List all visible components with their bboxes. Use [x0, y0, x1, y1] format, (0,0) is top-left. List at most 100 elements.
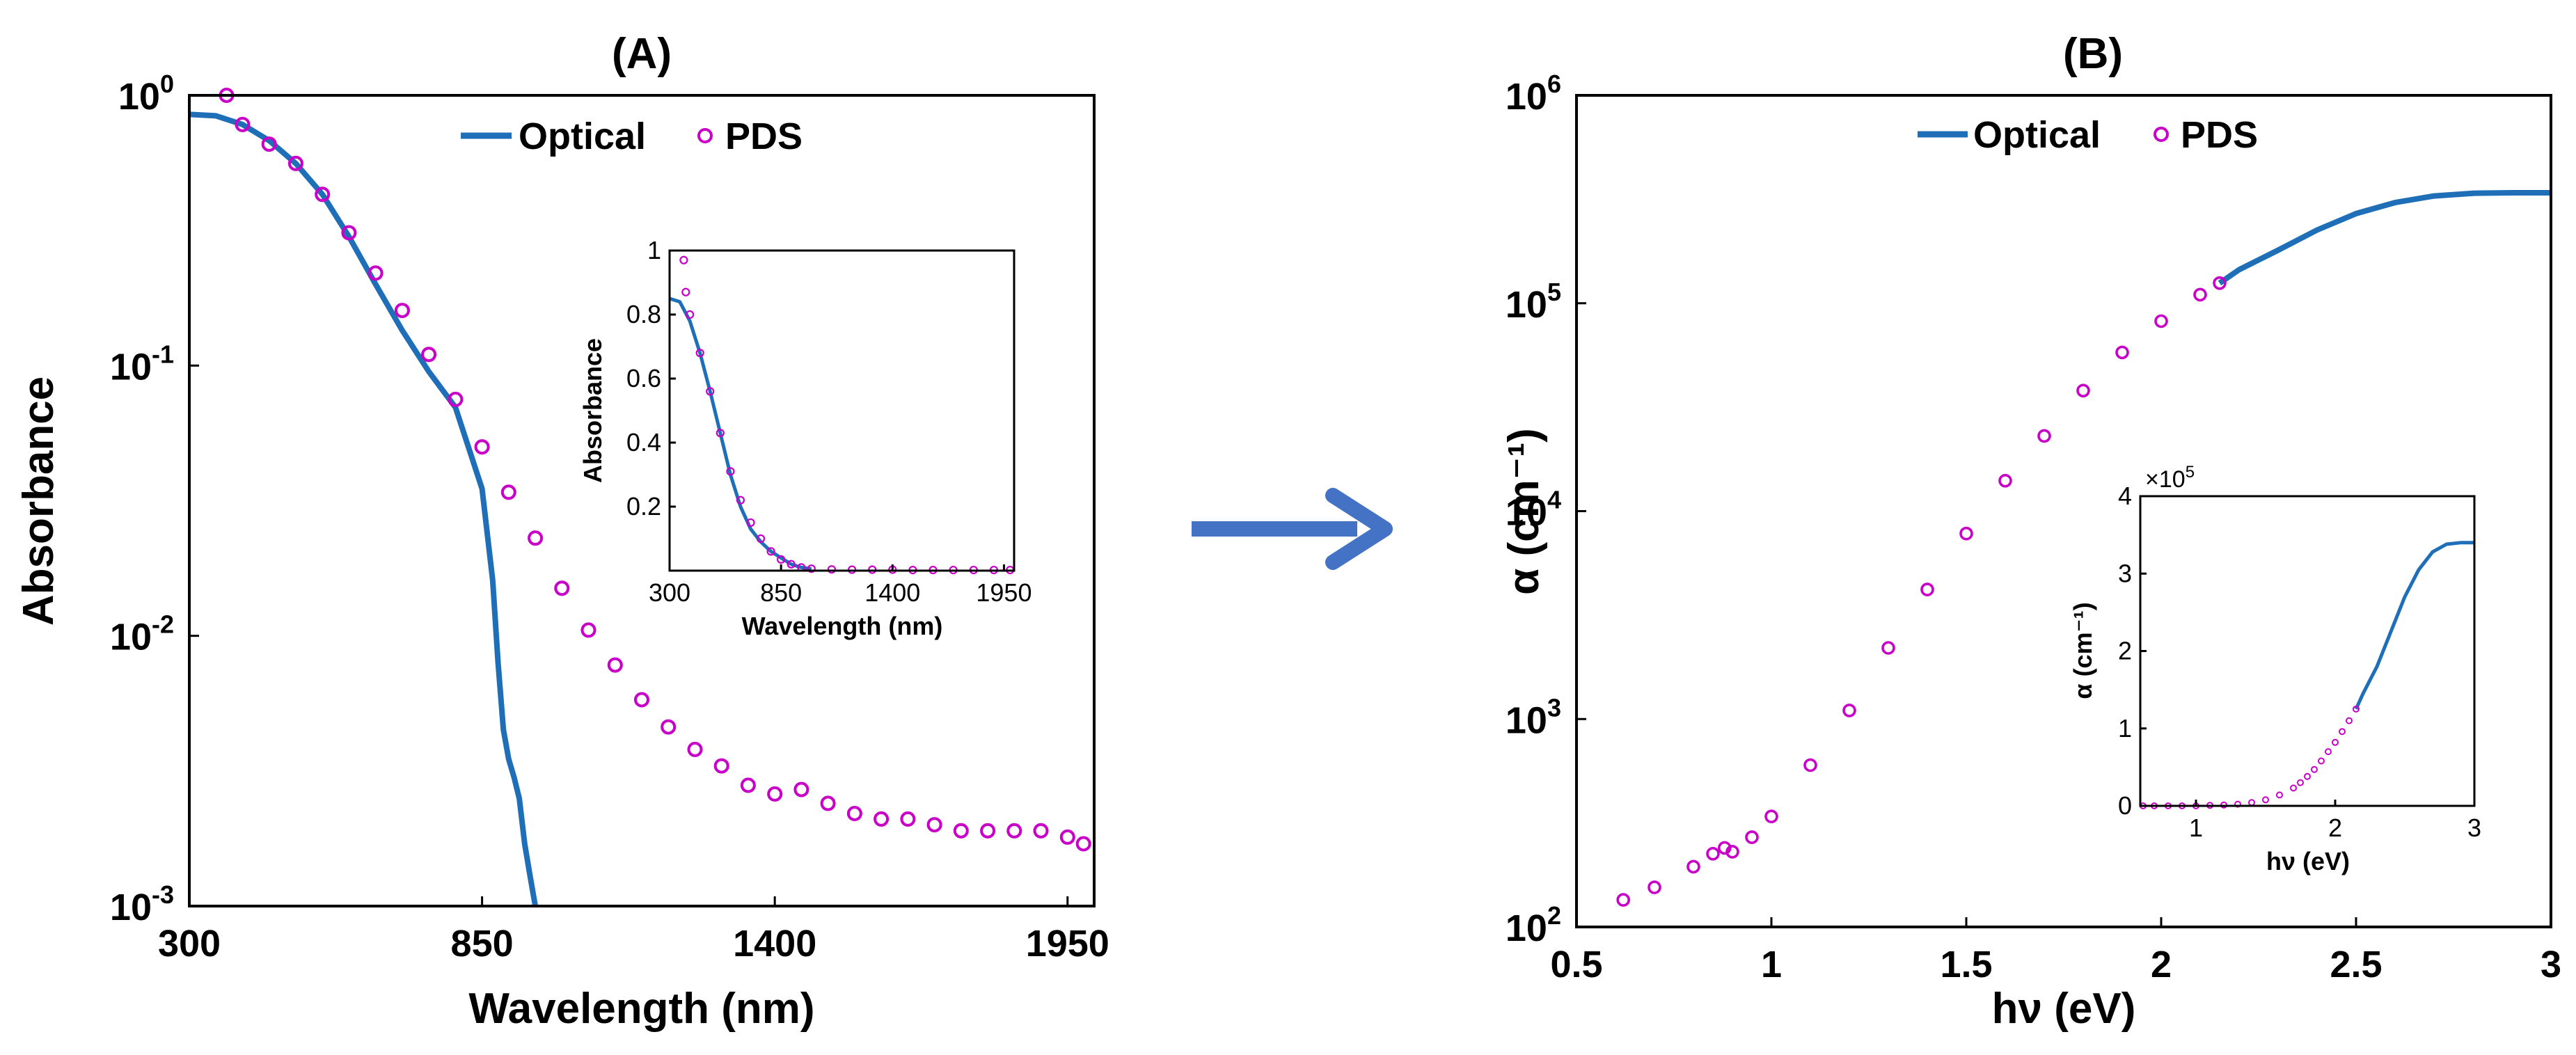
panel-a-inset-x-tick-label: 850: [760, 578, 802, 607]
panel-a-pds-point: [421, 347, 437, 363]
panel-a-inset-y-tick-label: 0.2: [626, 492, 661, 521]
panel-a-y-tick-label: 10-3: [110, 880, 174, 928]
panel-a-legend-pds-marker: [697, 128, 713, 143]
panel-b-inset-pds-point: [2318, 757, 2325, 765]
panel-b-x-tick-label: 2: [2151, 944, 2172, 985]
panel-b-inset-x-tick-label: 1: [2189, 814, 2203, 842]
panel-a-x-axis-label: Wavelength (nm): [468, 985, 814, 1033]
panel-a-inset-y-ticks: 1 0.8 0.6 0.4 0.2: [626, 236, 676, 521]
panel-a-pds-point: [474, 439, 490, 455]
panel-a-pds-point: [554, 580, 570, 596]
panel-b-legend-pds-label: PDS: [2181, 114, 2258, 156]
panel-b-legend-pds-marker: [2154, 127, 2169, 142]
panel-a-inset-pds-point: [706, 387, 715, 396]
panel-b-inset-multiplier-base: ×10: [2145, 466, 2186, 493]
panel-a-inset-y-tick-label: 0.6: [626, 364, 661, 392]
panel-a-pds-point: [394, 303, 410, 319]
panel-a-y-axis-label: Absorbance: [15, 376, 63, 626]
panel-a-inset-pds-point: [807, 564, 816, 573]
transition-arrow: [1192, 488, 1393, 570]
panel-a-x-tick-label: 1950: [1026, 923, 1109, 965]
panel-b-y-ticks: 106 105 104 103 102: [1506, 70, 1586, 949]
panel-b-x-axis-label: hν (eV): [1992, 985, 2136, 1033]
panel-b-pds-point: [1745, 830, 1759, 844]
panel-b-inset-pds-point: [2353, 705, 2360, 713]
panel-b-inset-multiplier: ×105: [2145, 463, 2195, 493]
panel-b-legend-optical-label: Optical: [1973, 114, 2101, 156]
panel-b-pds-point: [1803, 758, 1817, 772]
panel-b-pds-point: [1959, 526, 1973, 541]
panel-b-x-tick-label: 3: [2541, 944, 2561, 985]
panel-a-pds-point: [235, 116, 251, 132]
panel-a-pds-point: [767, 786, 783, 802]
panel-a-inset-pds-point: [766, 547, 775, 556]
panel-b-inset-pds-point: [2304, 772, 2311, 780]
panel-b-inset-background: [2140, 496, 2474, 806]
panel-b-inset-pds-point: [2276, 791, 2283, 799]
panel-a-pds-point: [500, 484, 516, 500]
panel-a-main-plot: (A) 300 850 1400 1950 100 10-1 10-2 10-3 Wavel…: [15, 30, 1109, 1033]
panel-a-inset-pds-point: [685, 310, 695, 319]
panel-a-pds-point: [1033, 823, 1049, 839]
panel-b-inset-y-tick-label: 1: [2118, 714, 2132, 743]
panel-b-pds-point: [1706, 847, 1720, 861]
panel-a-x-tick-label: 850: [451, 923, 514, 965]
panel-b-inset-pds-point: [2262, 796, 2269, 804]
panel-a-title: (A): [612, 30, 672, 78]
panel-a-inset-x-tick-label: 1400: [864, 578, 920, 607]
panel-b-pds-point: [2193, 287, 2207, 302]
panel-a-x-tick-label: 1400: [733, 923, 816, 965]
panel-a-inset-y-axis-label: Absorbance: [578, 338, 607, 483]
panel-a-pds-point: [261, 136, 277, 152]
panel-a-inset-pds-point: [695, 349, 704, 358]
panel-a-inset-x-axis-label: Wavelength (nm): [742, 612, 943, 640]
panel-a-inset-pds-point: [716, 429, 725, 438]
panel-a-pds-point: [713, 758, 729, 774]
panel-a-inset-pds-point: [679, 255, 688, 264]
panel-a-pds-point: [315, 187, 331, 203]
panel-a-inset-pds-point: [787, 560, 796, 569]
panel-b-pds-point: [1998, 473, 2012, 488]
panel-a-pds-point: [820, 795, 836, 811]
panel-b-inset-multiplier-exp: 5: [2186, 463, 2195, 482]
panel-b-pds-point: [1842, 704, 1856, 717]
panel-b-inset-y-axis-label: α (cm⁻¹): [2069, 602, 2097, 699]
panel-a-y-ticks: 100 10-1 10-2 10-3: [110, 70, 199, 928]
panel-b-inset-x-ticks: 1 2 3: [2189, 800, 2481, 842]
panel-a-inset-background: [670, 251, 1014, 571]
panel-a-pds-point: [980, 823, 996, 839]
panel-a-pds-point: [580, 622, 596, 638]
panel-a-pds-point: [874, 811, 890, 827]
panel-b-y-tick-label: 102: [1506, 901, 1561, 949]
panel-a-inset-pds-point: [756, 534, 766, 544]
panel-b-inset-y-ticks: 4 3 2 1 0: [2118, 482, 2147, 820]
panel-a-legend-pds-label: PDS: [725, 116, 803, 157]
panel-b-y-axis-label: α (cm⁻¹): [1500, 428, 1548, 595]
panel-b-inset-x-tick-label: 3: [2467, 814, 2481, 842]
panel-b-x-tick-label: 1.5: [1940, 944, 1992, 985]
panel-b-pds-point: [1725, 845, 1739, 859]
panel-b-pds-point: [2213, 276, 2227, 290]
panel-b-inset-x-axis-label: hν (eV): [2266, 847, 2350, 875]
panel-b-y-tick-label: 104: [1506, 486, 1561, 534]
panel-a-inset-pds-point: [827, 565, 837, 574]
panel-a-pds-point: [607, 657, 623, 673]
panel-a-inset-x-ticks: 300 850 1400 1950: [649, 564, 1032, 607]
panel-b-pds-point: [2076, 383, 2090, 398]
panel-a-pds-point: [1075, 836, 1091, 852]
panel-b-y-tick-label: 106: [1506, 70, 1561, 118]
panel-a-pds-point: [846, 805, 862, 822]
panel-b-pds-point: [1616, 893, 1630, 907]
panel-a-y-tick-label: 10-2: [110, 610, 174, 658]
panel-b-title: (B): [2063, 30, 2123, 78]
panel-b-y-tick-label: 103: [1506, 693, 1561, 741]
panel-a-pds-point: [1059, 829, 1075, 845]
panel-b-inset-optical-line: [2354, 541, 2474, 710]
arrow-head: [1325, 488, 1393, 570]
panel-a-inset-y-tick-label: 1: [647, 236, 661, 264]
panel-b-inset-pds-point: [2234, 800, 2241, 808]
panel-b-inset-pds-point: [2297, 779, 2304, 786]
panel-b-pds-point: [2037, 429, 2051, 443]
panel-b-x-tick-label: 2.5: [2330, 944, 2382, 985]
